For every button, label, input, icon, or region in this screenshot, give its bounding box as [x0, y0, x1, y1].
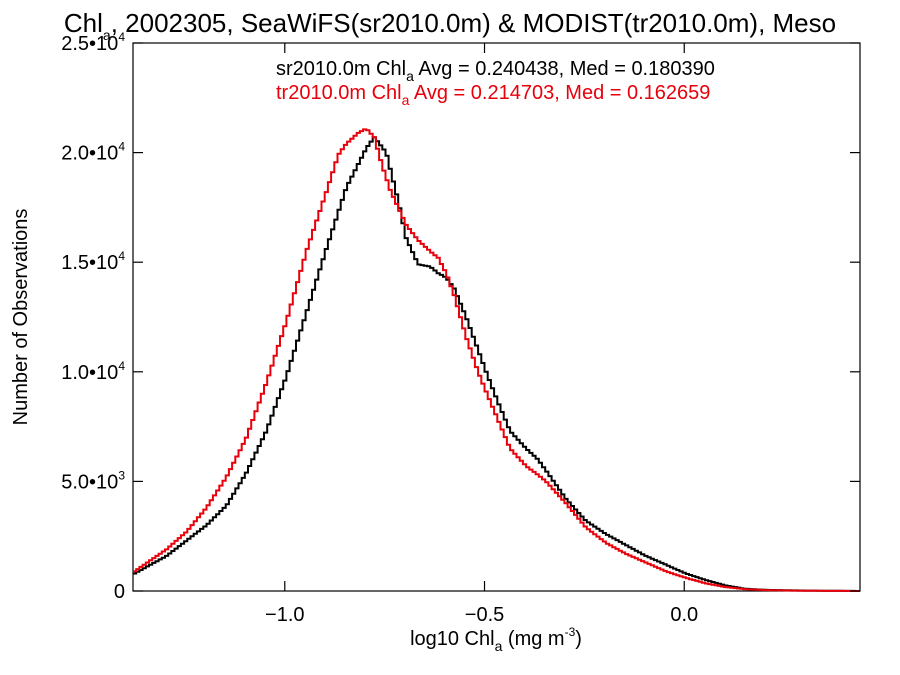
y-tick-label: 5.0•103	[61, 468, 125, 493]
y-tick-label: 1.5•104	[61, 249, 125, 274]
legend-entry-sr: sr2010.0m Chla Avg = 0.240438, Med = 0.1…	[276, 58, 715, 84]
chart-title: Chla, 2002305, SeaWiFS(sr2010.0m) & MODI…	[64, 8, 836, 43]
y-tick-label: 0	[114, 581, 125, 603]
x-axis-label: log10 Chla (mg m-3)	[410, 625, 582, 654]
y-tick-label: 2.5•104	[61, 30, 125, 55]
x-axis-ticks: −1.0 −0.5 0.0	[265, 43, 698, 626]
y-axis-ticks: 0 5.0•103 1.0•104 1.5•104 2.0•104 2.5•104	[61, 30, 860, 603]
plot-frame	[132, 42, 861, 592]
legend-entry-tr: tr2010.0m Chla Avg = 0.214703, Med = 0.1…	[276, 82, 710, 108]
x-tick-label: −1.0	[265, 604, 304, 626]
x-tick-label: −0.5	[465, 604, 504, 626]
x-tick-label: 0.0	[670, 604, 698, 626]
y-axis-label: Number of Observations	[10, 209, 32, 426]
series-layer	[133, 128, 860, 592]
y-tick-label: 2.0•104	[61, 140, 125, 165]
series-line-sr2010.0m	[133, 136, 860, 592]
y-tick-label: 1.0•104	[61, 359, 125, 384]
series-line-tr2010.0m	[133, 128, 860, 592]
